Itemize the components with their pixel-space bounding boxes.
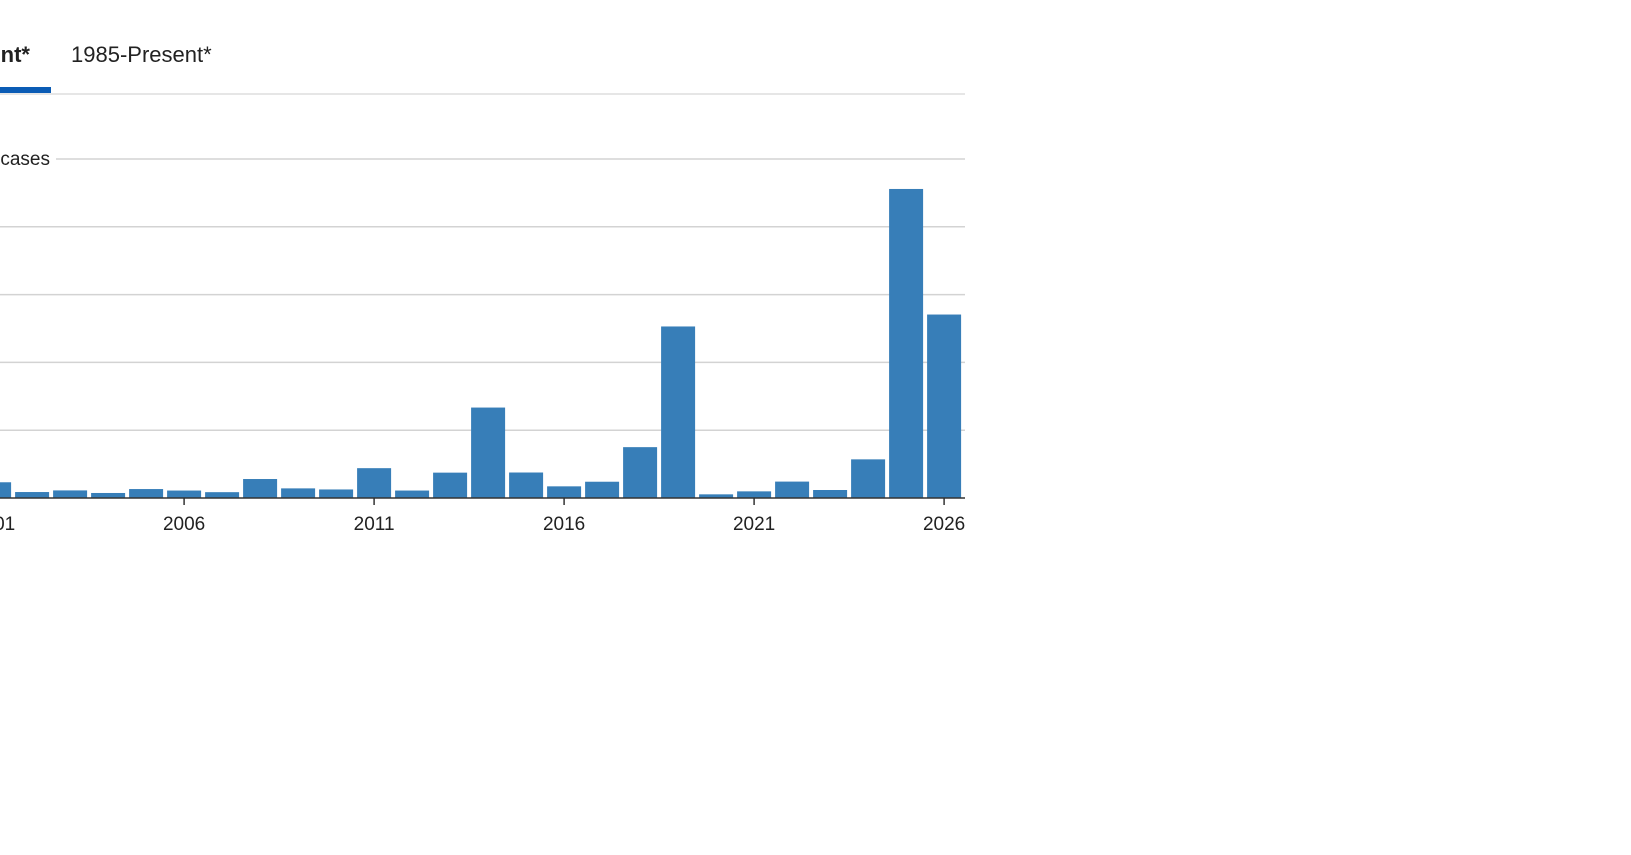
bar: [15, 492, 50, 498]
bar: [927, 314, 962, 498]
x-tick-label: 2016: [543, 514, 585, 535]
x-tick-label: 2026: [923, 514, 965, 535]
bar: [851, 459, 886, 498]
bar: [433, 472, 468, 498]
bar: [357, 468, 392, 498]
bar: [661, 326, 696, 498]
chart: cases 2001 2006 2011 2016 2021 2026: [0, 147, 965, 535]
bar: [775, 481, 810, 498]
bar: [91, 492, 126, 498]
bar: [319, 489, 354, 498]
bar: [623, 447, 658, 498]
y-axis-label: cases: [0, 149, 50, 170]
x-tick-label: 2021: [733, 514, 775, 535]
bar: [281, 488, 316, 498]
bar: [243, 479, 278, 498]
bar: [585, 481, 620, 498]
bar: [167, 490, 202, 498]
bar: [53, 490, 88, 498]
bar: [813, 489, 848, 498]
bar: [205, 492, 240, 498]
tab[interactable]: 1985-Present*: [71, 42, 212, 67]
tab-active[interactable]: nt*: [1, 42, 31, 67]
tab-underline: [0, 87, 51, 93]
bar: [471, 407, 506, 498]
bar: [699, 494, 734, 498]
bar: [509, 472, 544, 498]
x-tick-label: 2001: [0, 514, 15, 535]
label-bg: [0, 147, 56, 171]
x-tick-label: 2011: [354, 514, 395, 535]
bar: [737, 491, 772, 498]
bar: [0, 482, 12, 498]
x-tick-label: 2006: [163, 514, 205, 535]
bar: [129, 489, 164, 498]
bar: [889, 188, 924, 499]
bar: [547, 486, 582, 498]
bar: [395, 490, 430, 498]
